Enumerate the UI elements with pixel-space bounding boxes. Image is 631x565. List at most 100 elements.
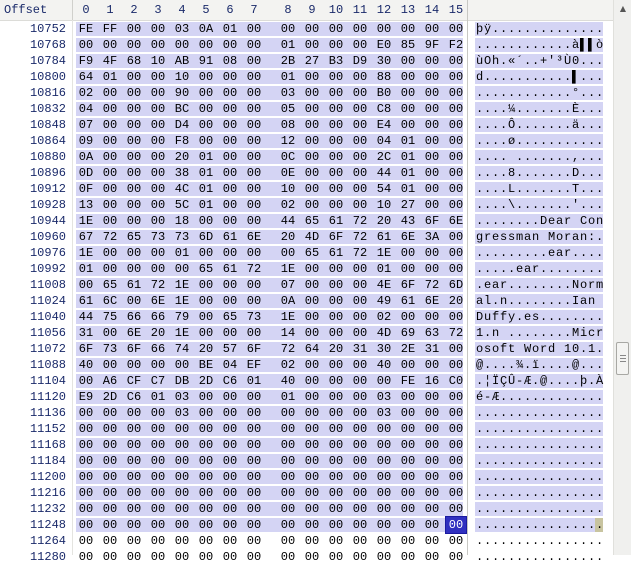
hex-byte[interactable]: 00 bbox=[246, 182, 262, 196]
hex-byte[interactable]: 00 bbox=[424, 182, 440, 196]
hex-byte[interactable]: 00 bbox=[352, 374, 368, 388]
hex-row[interactable]: 11088 40 00 00 00 00 BE 04 EF 02 00 00 00 40 00 00 00 @..… bbox=[0, 357, 613, 373]
hex-byte[interactable]: 00 bbox=[400, 262, 416, 276]
hex-byte[interactable]: 40 bbox=[280, 374, 296, 388]
hex-byte[interactable]: 00 bbox=[222, 534, 238, 548]
hex-byte[interactable]: 00 bbox=[246, 390, 262, 404]
hex-byte[interactable]: 00 bbox=[222, 182, 238, 196]
hex-byte[interactable]: 00 bbox=[280, 406, 296, 420]
hex-byte[interactable]: 65 bbox=[304, 246, 320, 260]
hex-byte[interactable]: 00 bbox=[448, 470, 464, 484]
hex-byte[interactable]: 72 bbox=[246, 262, 262, 276]
hex-byte[interactable]: 00 bbox=[222, 326, 238, 340]
hex-byte[interactable]: 00 bbox=[304, 166, 320, 180]
hex-byte[interactable]: 20 bbox=[174, 150, 190, 164]
hex-byte[interactable]: 00 bbox=[126, 86, 142, 100]
hex-byte[interactable]: 00 bbox=[102, 102, 118, 116]
hex-byte[interactable]: 00 bbox=[304, 38, 320, 52]
hex-byte[interactable]: 00 bbox=[150, 518, 166, 532]
hex-byte[interactable]: 00 bbox=[328, 134, 344, 148]
hex-row[interactable]: 11200 00 00 00 00 00 00 00 00 00 00 00 00 00 00 00 00...… bbox=[0, 469, 613, 485]
hex-byte[interactable]: 20 bbox=[328, 342, 344, 356]
hex-byte[interactable]: 00 bbox=[448, 454, 464, 468]
hex-byte[interactable]: 00 bbox=[174, 518, 190, 532]
hex-byte[interactable]: 00 bbox=[222, 38, 238, 52]
hex-byte[interactable]: 00 bbox=[448, 534, 464, 548]
hex-byte[interactable]: 49 bbox=[376, 294, 392, 308]
hex-byte[interactable]: 00 bbox=[424, 518, 440, 532]
hex-byte[interactable]: 00 bbox=[280, 246, 296, 260]
hex-byte[interactable]: 00 bbox=[424, 550, 440, 564]
hex-byte[interactable]: 00 bbox=[424, 406, 440, 420]
hex-byte[interactable]: 00 bbox=[352, 198, 368, 212]
hex-row[interactable]: 11280 00 00 00 00 00 00 00 00 00 00 00 00 00 00 00 00...… bbox=[0, 549, 613, 565]
hex-byte[interactable]: 00 bbox=[352, 550, 368, 564]
hex-byte[interactable]: 6F bbox=[126, 342, 142, 356]
hex-byte[interactable]: 00 bbox=[102, 438, 118, 452]
ascii-text[interactable]: ................ bbox=[476, 470, 605, 484]
hex-byte[interactable]: 72 bbox=[280, 342, 296, 356]
ascii-text[interactable]: é-Æ............. bbox=[476, 390, 605, 404]
hex-byte[interactable]: 00 bbox=[328, 422, 344, 436]
hex-byte[interactable]: 00 bbox=[222, 214, 238, 228]
hex-byte[interactable]: 00 bbox=[424, 22, 440, 36]
hex-byte[interactable]: 01 bbox=[280, 390, 296, 404]
hex-byte[interactable]: 6E bbox=[424, 294, 440, 308]
hex-byte[interactable]: 4D bbox=[304, 230, 320, 244]
hex-byte[interactable]: 05 bbox=[280, 102, 296, 116]
hex-byte[interactable]: 00 bbox=[352, 502, 368, 516]
hex-byte[interactable]: BC bbox=[174, 102, 190, 116]
vertical-scrollbar[interactable]: ▲ bbox=[613, 0, 631, 555]
hex-byte[interactable]: 00 bbox=[174, 454, 190, 468]
hex-byte[interactable]: 00 bbox=[304, 502, 320, 516]
hex-byte[interactable]: 08 bbox=[222, 54, 238, 68]
hex-byte[interactable]: 00 bbox=[400, 454, 416, 468]
hex-byte[interactable]: 18 bbox=[174, 214, 190, 228]
hex-byte[interactable]: 00 bbox=[448, 150, 464, 164]
hex-byte[interactable]: 00 bbox=[246, 550, 262, 564]
hex-byte[interactable]: 00 bbox=[126, 470, 142, 484]
hex-byte[interactable]: 54 bbox=[376, 182, 392, 196]
hex-byte[interactable]: 00 bbox=[424, 438, 440, 452]
hex-byte[interactable]: 14 bbox=[280, 326, 296, 340]
hex-byte[interactable]: 01 bbox=[198, 198, 214, 212]
hex-byte[interactable]: 00 bbox=[328, 198, 344, 212]
hex-byte[interactable]: 00 bbox=[352, 150, 368, 164]
hex-byte[interactable]: 00 bbox=[126, 518, 142, 532]
ascii-text[interactable]: .... .......,... bbox=[476, 150, 605, 164]
hex-byte[interactable]: 00 bbox=[246, 86, 262, 100]
hex-byte[interactable]: 00 bbox=[150, 166, 166, 180]
hex-byte[interactable]: 6D bbox=[198, 230, 214, 244]
hex-byte[interactable]: EF bbox=[246, 358, 262, 372]
ascii-text[interactable]: ............°... bbox=[476, 86, 605, 100]
hex-byte[interactable]: 1E bbox=[376, 246, 392, 260]
scrollbar-thumb[interactable] bbox=[616, 342, 629, 375]
hex-byte[interactable]: 00 bbox=[448, 310, 464, 324]
hex-byte[interactable]: 00 bbox=[328, 70, 344, 84]
hex-byte[interactable]: 00 bbox=[424, 502, 440, 516]
hex-byte[interactable]: 07 bbox=[280, 278, 296, 292]
hex-byte[interactable]: C6 bbox=[126, 390, 142, 404]
ascii-text[interactable]: ................ bbox=[476, 534, 605, 548]
hex-byte[interactable]: 79 bbox=[174, 310, 190, 324]
hex-byte[interactable]: 00 bbox=[150, 198, 166, 212]
hex-byte[interactable]: F8 bbox=[174, 134, 190, 148]
hex-byte[interactable]: 01 bbox=[78, 262, 94, 276]
hex-byte[interactable]: 00 bbox=[102, 182, 118, 196]
hex-byte[interactable]: 61 bbox=[222, 262, 238, 276]
hex-byte[interactable]: 6F bbox=[78, 342, 94, 356]
hex-byte[interactable]: 00 bbox=[246, 198, 262, 212]
hex-byte[interactable]: 03 bbox=[376, 406, 392, 420]
hex-byte[interactable]: 61 bbox=[126, 278, 142, 292]
hex-byte[interactable]: 00 bbox=[246, 518, 262, 532]
hex-byte[interactable]: 00 bbox=[102, 198, 118, 212]
hex-byte[interactable]: 00 bbox=[448, 166, 464, 180]
hex-byte[interactable]: 01 bbox=[102, 70, 118, 84]
hex-byte[interactable]: 00 bbox=[424, 310, 440, 324]
hex-byte[interactable]: 88 bbox=[376, 70, 392, 84]
hex-byte[interactable]: 00 bbox=[78, 374, 94, 388]
hex-byte[interactable]: AB bbox=[174, 54, 190, 68]
hex-byte[interactable]: BE bbox=[198, 358, 214, 372]
hex-byte[interactable]: 00 bbox=[246, 502, 262, 516]
hex-byte[interactable]: 00 bbox=[424, 118, 440, 132]
